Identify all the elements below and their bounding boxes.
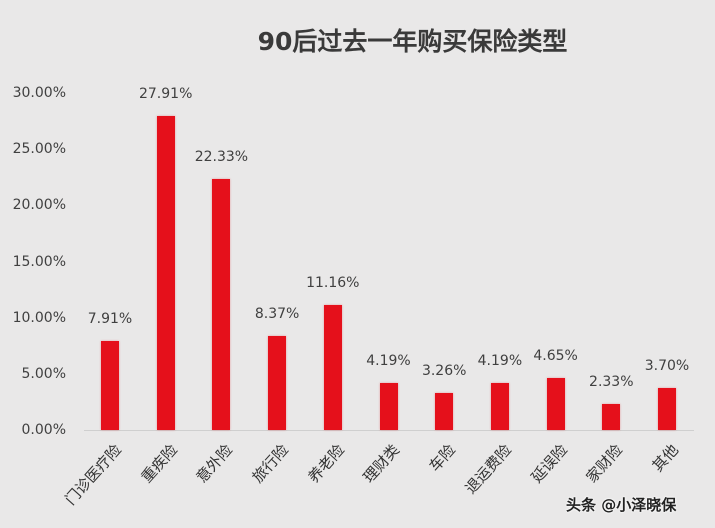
data-label: 8.37% bbox=[254, 305, 300, 322]
y-tick-label: 5.00% bbox=[21, 365, 66, 382]
y-tick-label: 20.00% bbox=[12, 197, 66, 214]
x-tick-label: 意外险 bbox=[192, 440, 237, 487]
data-label: 22.33% bbox=[194, 149, 249, 166]
x-tick-label: 车险 bbox=[425, 440, 460, 476]
y-tick-label: 15.00% bbox=[12, 253, 66, 270]
bar bbox=[379, 382, 398, 430]
bar bbox=[546, 377, 565, 430]
bar bbox=[101, 341, 119, 430]
x-tick-label: 门诊医疗险 bbox=[61, 440, 126, 509]
data-label: 3.26% bbox=[421, 363, 467, 380]
bar bbox=[268, 335, 287, 430]
data-label: 3.70% bbox=[644, 358, 690, 375]
data-label: 27.91% bbox=[138, 86, 193, 103]
bar bbox=[212, 179, 231, 430]
x-tick-label: 家财险 bbox=[582, 440, 627, 487]
x-axis-line bbox=[84, 430, 694, 431]
x-tick-label: 延误险 bbox=[527, 440, 571, 487]
y-tick-label: 0.00% bbox=[21, 422, 66, 438]
x-tick-label: 理财类 bbox=[360, 440, 404, 487]
watermark: 头条 @小泽晓保 bbox=[566, 496, 677, 514]
data-label: 2.33% bbox=[589, 373, 634, 390]
bar bbox=[602, 403, 621, 430]
x-tick-label: 重疾险 bbox=[137, 440, 181, 487]
x-tick-label: 养老险 bbox=[304, 440, 348, 487]
y-tick-label: 25.00% bbox=[12, 141, 66, 158]
bar bbox=[658, 388, 676, 430]
x-tick-label: 旅行险 bbox=[248, 440, 293, 487]
bar bbox=[156, 116, 175, 430]
x-tick-label: 退运费险 bbox=[461, 440, 515, 498]
chart-title: 90后过去一年购买保险类型 bbox=[257, 27, 568, 56]
bar bbox=[323, 304, 342, 430]
y-tick-label: 10.00% bbox=[12, 309, 66, 326]
data-label: 7.91% bbox=[87, 311, 133, 328]
data-label: 4.19% bbox=[477, 352, 523, 369]
data-label: 4.65% bbox=[533, 347, 578, 364]
data-label: 11.16% bbox=[306, 274, 360, 291]
data-label: 4.19% bbox=[366, 352, 411, 369]
bar bbox=[435, 393, 454, 430]
y-tick-label: 30.00% bbox=[12, 85, 66, 101]
bar bbox=[490, 382, 509, 430]
x-tick-label: 其他 bbox=[648, 440, 683, 476]
